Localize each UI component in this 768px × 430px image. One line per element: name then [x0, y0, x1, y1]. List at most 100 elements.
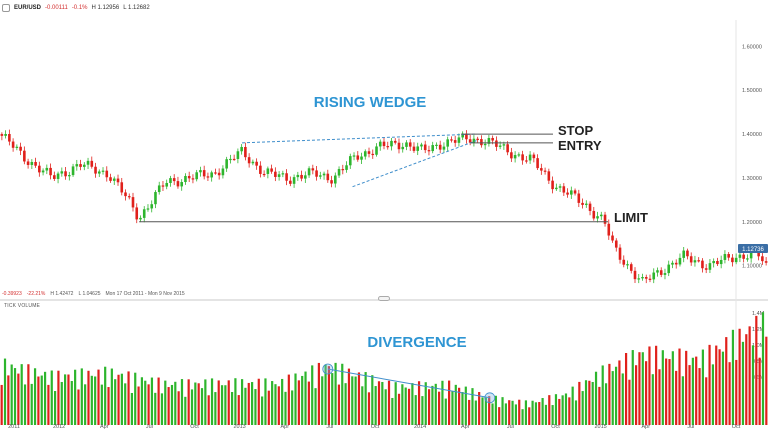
- volume-bar: [94, 376, 97, 425]
- time-tick-label: 2014: [414, 424, 426, 430]
- volume-bar: [347, 368, 351, 425]
- candle-body: [53, 175, 56, 179]
- volume-bar: [427, 389, 431, 425]
- candle-body: [390, 140, 393, 147]
- candle-body: [26, 161, 30, 165]
- candle-body: [371, 153, 375, 156]
- volume-bar: [404, 387, 407, 425]
- candle-body: [540, 168, 543, 171]
- candle-body: [116, 178, 120, 183]
- time-tick-label: Apr: [461, 424, 470, 430]
- volume-bar: [581, 391, 584, 425]
- candle-body: [240, 146, 243, 152]
- volume-bar: [184, 396, 187, 425]
- candle-body: [408, 142, 412, 147]
- candle-body: [19, 146, 22, 151]
- volume-bar: [488, 396, 491, 425]
- time-tick-label: 2011: [8, 424, 20, 430]
- pane-resize-handle[interactable]: [378, 296, 390, 301]
- volume-bar: [374, 386, 377, 425]
- candle-body: [468, 139, 472, 143]
- volume-bar: [194, 382, 197, 425]
- volume-bar: [230, 392, 234, 425]
- candle-body: [697, 260, 700, 262]
- candle-body: [304, 175, 307, 179]
- volume-bar: [688, 365, 691, 425]
- wedge-lower-trendline: [352, 140, 477, 188]
- candle-body: [326, 173, 330, 181]
- candle-body: [300, 174, 303, 179]
- volume-bar: [84, 384, 87, 425]
- volume-bar: [658, 369, 661, 425]
- wedge-upper-trendline: [242, 133, 477, 144]
- candle-body: [266, 168, 270, 174]
- volume-bar: [701, 349, 704, 425]
- candle-body: [532, 154, 536, 159]
- candle-body: [416, 146, 420, 151]
- candle-body: [356, 155, 360, 160]
- price-tick-label: 1.30000: [742, 176, 762, 182]
- candle-body: [487, 137, 491, 144]
- candle-body: [94, 166, 97, 174]
- volume-bar: [558, 398, 561, 425]
- range-dates: Mon 17 Oct 2011 - Mon 9 Nov 2015: [105, 291, 185, 297]
- candle-body: [154, 192, 157, 205]
- volume-bar: [384, 389, 387, 425]
- volume-bar: [584, 380, 588, 425]
- candle-body: [667, 264, 671, 274]
- volume-bar: [458, 387, 461, 425]
- candle-body: [112, 178, 116, 181]
- volume-bar: [30, 383, 33, 425]
- volume-bar: [217, 380, 220, 425]
- candle-body: [678, 257, 682, 265]
- candle-body: [292, 177, 296, 184]
- candle-body: [528, 154, 532, 161]
- candle-body: [360, 156, 363, 160]
- candle-body: [629, 264, 633, 271]
- volume-bar: [150, 377, 154, 425]
- volume-bar: [117, 374, 120, 425]
- volume-bar: [614, 366, 618, 425]
- limit-label: LIMIT: [614, 210, 648, 225]
- candle-body: [172, 178, 176, 182]
- volume-bar: [107, 387, 110, 425]
- volume-bar: [444, 398, 447, 425]
- time-tick-label: 2013: [234, 424, 246, 430]
- range-change-pct: -22.21%: [26, 291, 46, 297]
- candle-body: [686, 250, 689, 257]
- candle-body: [337, 169, 341, 176]
- candle-body: [270, 168, 273, 172]
- candle-body: [719, 259, 723, 265]
- volume-bar: [277, 386, 280, 425]
- candle-body: [689, 256, 693, 263]
- candle-body: [671, 262, 674, 265]
- volume-bar: [200, 388, 204, 425]
- candle-body: [450, 139, 453, 141]
- volume-bar: [731, 329, 735, 425]
- time-tick-label: Jul: [507, 424, 514, 430]
- candle-body: [244, 146, 247, 158]
- volume-bar: [411, 383, 414, 425]
- volume-bar: [695, 356, 698, 425]
- volume-bar: [501, 397, 504, 425]
- volume-bar: [237, 395, 240, 425]
- volume-bar: [284, 391, 287, 425]
- menu-icon[interactable]: [2, 4, 10, 12]
- divergence-marker-end: [484, 392, 496, 404]
- symbol-name[interactable]: EUR/USD: [14, 5, 42, 11]
- volume-bar: [448, 380, 451, 425]
- volume-bar: [394, 382, 397, 425]
- candle-body: [82, 164, 86, 167]
- volume-bar: [648, 346, 651, 425]
- candle-body: [262, 173, 266, 176]
- candlestick-series: [0, 129, 768, 284]
- volume-bar: [478, 392, 481, 425]
- candle-body: [435, 144, 438, 146]
- candle-body: [15, 146, 19, 148]
- volume-bar: [601, 365, 604, 425]
- candle-body: [446, 139, 449, 147]
- volume-bar: [434, 383, 437, 425]
- candle-body: [397, 142, 401, 150]
- volume-bar: [588, 380, 591, 425]
